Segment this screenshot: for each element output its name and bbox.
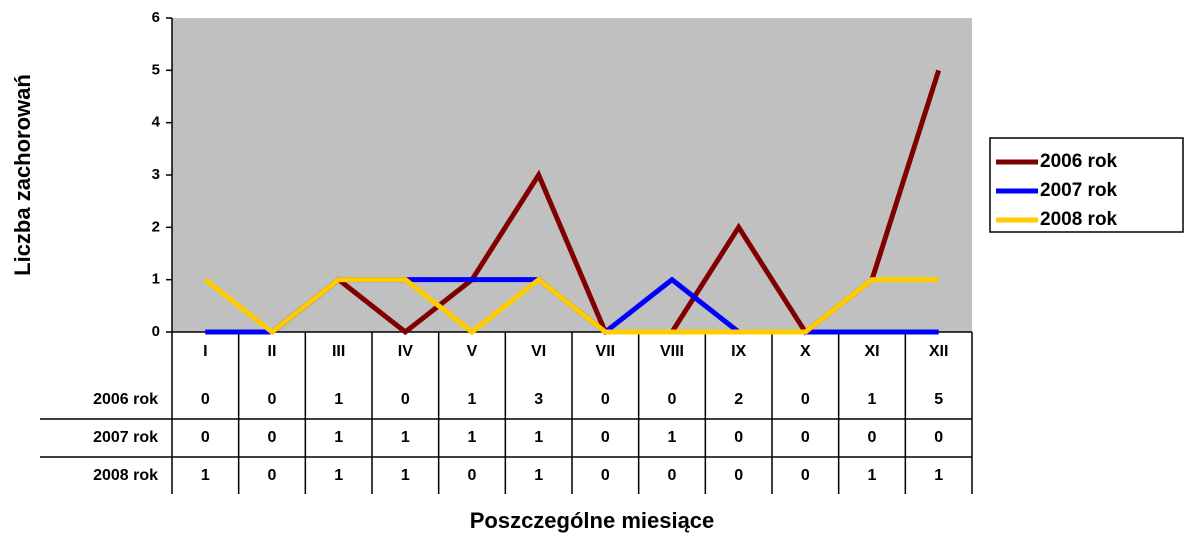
table-cell: 1 [468, 391, 477, 408]
table-cell: 0 [734, 429, 743, 446]
table-cell: 0 [201, 391, 210, 408]
table-cell: 0 [268, 391, 277, 408]
table-cell: 0 [201, 429, 210, 446]
y-tick-label: 5 [152, 61, 160, 78]
table-cell: 0 [801, 467, 810, 484]
table-cell: 5 [934, 391, 943, 408]
table-cell: 1 [868, 391, 877, 408]
table-cell: 1 [934, 467, 943, 484]
x-tick-label: IX [731, 343, 746, 360]
table-cell: 0 [734, 467, 743, 484]
table-cell: 0 [268, 429, 277, 446]
table-cell: 1 [401, 467, 410, 484]
table-cell: 3 [534, 391, 543, 408]
table-cell: 1 [334, 391, 343, 408]
x-tick-label: III [332, 343, 345, 360]
table-row-label: 2008 rok [93, 467, 158, 484]
table-row-label: 2006 rok [93, 391, 158, 408]
legend-box [989, 137, 1184, 233]
table-cell: 0 [801, 391, 810, 408]
table-cell: 0 [601, 429, 610, 446]
x-tick-label: VII [596, 343, 616, 360]
y-tick-label: 2 [152, 218, 160, 235]
series-line [203, 276, 939, 336]
table-cell: 2 [734, 391, 743, 408]
x-tick-label: VI [531, 343, 546, 360]
y-tick-label: 6 [152, 9, 160, 26]
table-cell: 0 [801, 429, 810, 446]
table-cell: 1 [668, 429, 677, 446]
table-cell: 0 [668, 391, 677, 408]
y-tick-label: 3 [152, 166, 160, 183]
table-cell: 0 [868, 429, 877, 446]
x-tick-label: V [467, 343, 478, 360]
x-tick-label: X [800, 343, 811, 360]
x-axis-title: Poszczególne miesiące [470, 508, 715, 533]
table-cell: 1 [868, 467, 877, 484]
table-cell: 1 [468, 429, 477, 446]
y-tick-label: 1 [152, 271, 160, 288]
table-cell: 0 [468, 467, 477, 484]
legend-label: 2007 rok [1040, 180, 1118, 201]
x-tick-label: I [203, 343, 207, 360]
y-axis-title: Liczba zachorowań [10, 74, 35, 276]
legend-label: 2008 rok [1040, 209, 1118, 230]
table-cell: 0 [934, 429, 943, 446]
x-tick-label: II [268, 343, 277, 360]
table-cell: 1 [401, 429, 410, 446]
x-tick-label: VIII [660, 343, 684, 360]
y-tick-label: 0 [152, 323, 160, 340]
table-cell: 1 [534, 429, 543, 446]
table-row-label: 2007 rok [93, 429, 158, 446]
y-tick-label: 4 [152, 114, 161, 131]
table-cell: 0 [601, 467, 610, 484]
table-cell: 1 [201, 467, 210, 484]
table-cell: 0 [668, 467, 677, 484]
plot-area [172, 18, 972, 332]
x-tick-label: IV [398, 343, 413, 360]
table-cell: 1 [534, 467, 543, 484]
table-cell: 1 [334, 467, 343, 484]
legend-label: 2006 rok [1040, 151, 1118, 172]
table-cell: 0 [601, 391, 610, 408]
table-cell: 1 [334, 429, 343, 446]
x-tick-label: XII [929, 343, 949, 360]
table-cell: 0 [401, 391, 410, 408]
x-tick-label: XI [864, 343, 879, 360]
table-cell: 0 [268, 467, 277, 484]
